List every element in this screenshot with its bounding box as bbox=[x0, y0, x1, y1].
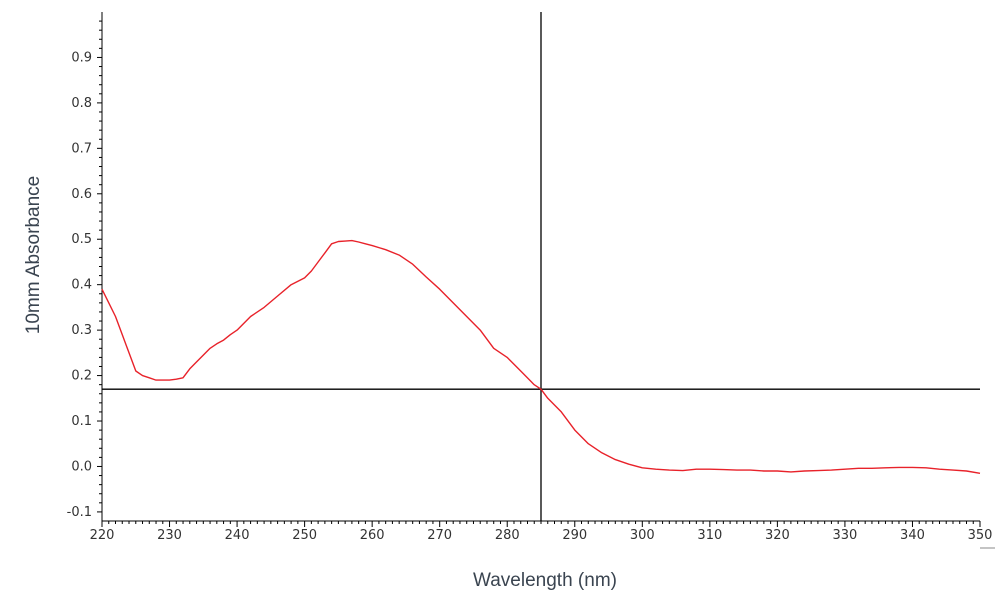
x-tick-label: 330 bbox=[833, 528, 858, 543]
y-tick-label: 0.0 bbox=[71, 459, 92, 474]
x-tick-label: 280 bbox=[495, 528, 520, 543]
y-tick-label: 0.2 bbox=[71, 369, 92, 384]
x-tick-label: 340 bbox=[900, 528, 925, 543]
x-tick-label: 290 bbox=[562, 528, 587, 543]
x-tick-label: 350 bbox=[968, 528, 993, 543]
y-tick-label: 0.5 bbox=[71, 232, 92, 247]
y-tick-label: 0.3 bbox=[71, 323, 92, 338]
y-tick-label: -0.1 bbox=[67, 505, 92, 520]
x-tick-label: 310 bbox=[697, 528, 722, 543]
x-tick-label: 300 bbox=[630, 528, 655, 543]
x-axis-ticks: 220 230 240 250 260 270 280 290 300 310 320 330 340 3… bbox=[90, 521, 993, 543]
y-tick-label: 0.9 bbox=[71, 50, 92, 65]
x-tick-label: 320 bbox=[765, 528, 790, 543]
y-axis-ticks: -0.1 0.0 0.1 0.2 0.3 0.4 0.5 0.6 0.7 0.8 0.9 bbox=[67, 20, 102, 520]
y-tick-label: 0.4 bbox=[71, 278, 92, 293]
x-tick-label: 230 bbox=[157, 528, 182, 543]
x-tick-label: 240 bbox=[225, 528, 250, 543]
x-axis-title: Wavelength (nm) bbox=[473, 570, 617, 591]
absorbance-series-line bbox=[101, 239, 981, 474]
y-axis-title: 10mm Absorbance bbox=[23, 176, 44, 334]
x-tick-label: 250 bbox=[292, 528, 317, 543]
x-tick-label: 260 bbox=[360, 528, 385, 543]
x-tick-label: 270 bbox=[427, 528, 452, 543]
x-tick-label: 220 bbox=[90, 528, 115, 543]
y-tick-label: 0.1 bbox=[71, 414, 92, 429]
y-tick-label: 0.8 bbox=[71, 96, 92, 111]
y-tick-label: 0.7 bbox=[71, 141, 92, 156]
y-tick-label: 0.6 bbox=[71, 187, 92, 202]
